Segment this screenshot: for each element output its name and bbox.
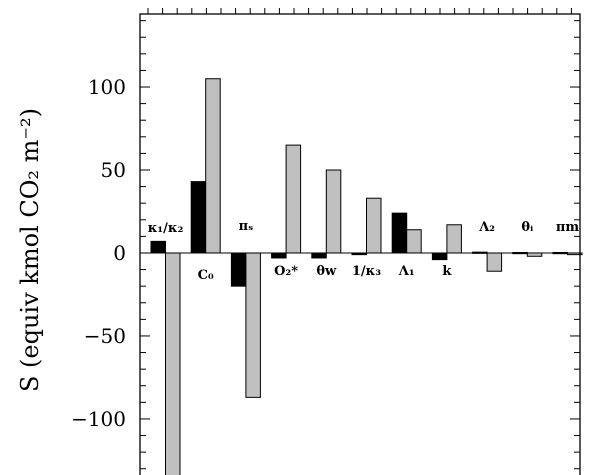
bar-gray-1 (205, 78, 221, 254)
category-label-5: 1/κ₃ (352, 264, 382, 279)
bar-black-6 (391, 212, 408, 254)
bar-black-3 (271, 252, 287, 259)
category-label-7: k (442, 264, 452, 279)
bar-black-1 (190, 181, 207, 254)
y-tick-labels: −100 −50 0 50 100 (71, 75, 126, 431)
y-tick-label: 50 (101, 158, 126, 182)
bars-group (150, 78, 583, 475)
y-tick-label: −100 (71, 407, 126, 431)
category-label-2: πₛ (239, 219, 254, 234)
bar-black-0 (150, 240, 166, 254)
bar-gray-6 (406, 229, 422, 254)
bar-gray-5 (366, 197, 382, 254)
bar-gray-3 (285, 144, 302, 254)
category-label-0: κ₁/κ₂ (148, 221, 184, 236)
category-label-10: πm (556, 220, 580, 235)
y-tick-label: 100 (88, 75, 126, 99)
category-label-3: O₂* (274, 264, 298, 279)
y-axis-label: S (equiv kmol CO₂ m⁻²) (16, 108, 44, 392)
category-label-1: C₀ (198, 268, 214, 283)
bar-gray-7 (446, 224, 462, 254)
bar-gray-0 (165, 252, 181, 475)
bar-black-7 (431, 252, 448, 261)
bar-black-2 (230, 252, 247, 287)
category-label-8: Λ₂ (478, 220, 495, 235)
y-tick-label: −50 (84, 324, 126, 348)
category-label-9: θᵢ (521, 220, 533, 235)
bar-gray-8 (486, 252, 503, 272)
bar-gray-2 (245, 252, 261, 398)
y-tick-label: 0 (113, 241, 126, 265)
plot-frame (139, 13, 581, 475)
category-labels: κ₁/κ₂ C₀ πₛ O₂* θw 1/κ₃ Λ₁ k Λ₂ θᵢ πm (148, 219, 580, 283)
bar-gray-4 (325, 169, 342, 254)
category-label-4: θw (316, 264, 337, 279)
axis-ticks (140, 8, 580, 470)
bar-black-4 (311, 252, 327, 259)
category-label-6: Λ₁ (398, 264, 415, 279)
